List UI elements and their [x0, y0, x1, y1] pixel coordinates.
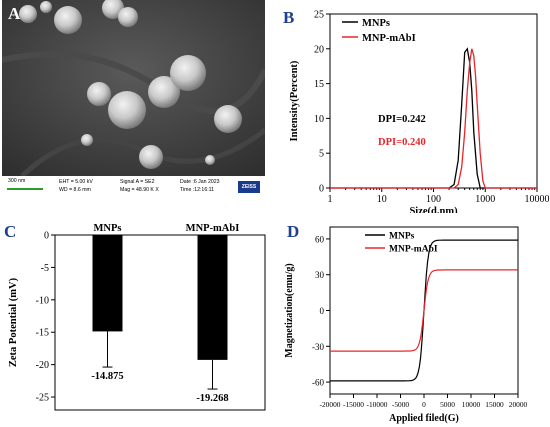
chart-magnetization: -60 -30 0 30 60 -20000 -15000 -10000 -5000 0 5000 1… — [284, 226, 528, 424]
scale-bar-label: 300 nm — [8, 178, 26, 184]
sem-info-bar: 300 nm EHT = 5.00 kV WD = 8.6 mm Signal … — [2, 176, 265, 198]
eht-value: EHT = 5.00 kV — [59, 179, 93, 185]
y-axis-label: Magnetization(emu/g) — [284, 263, 295, 357]
x-tick-label: 15000 — [485, 400, 504, 409]
chart-zeta-potential: 0 -5 -10 -15 -20 -25 Zeta Potential (mV) MNPs -1… — [8, 223, 266, 411]
chart-size-distribution: 0 5 10 15 20 25 1 10 100 1000 10000 Size(d.nm) Inten… — [289, 10, 550, 214]
value-label-2: -19.268 — [196, 393, 228, 404]
panel-label-d: D — [287, 222, 300, 241]
x-tick-label: 100 — [426, 194, 441, 205]
sem-image: A 300 nm EHT = 5.00 kV WD = 8.6 mm Signa… — [2, 0, 265, 198]
sem-micrograph — [2, 0, 265, 176]
dpi-annotation-2: DPI=0.240 — [378, 137, 426, 148]
y-tick-label: 5 — [319, 149, 324, 160]
x-tick-label: -15000 — [343, 400, 364, 409]
date-value: Date :6 Jan 2023 — [180, 179, 220, 185]
x-tick-label: 10 — [377, 194, 387, 205]
x-tick-label: 1 — [328, 194, 333, 205]
x-tick-label: 1000 — [475, 194, 495, 205]
legend-label-2: MNP-mAbI — [389, 245, 438, 255]
x-tick-label: 5000 — [440, 400, 455, 409]
y-tick-label: 0 — [44, 231, 49, 242]
category-label-2: MNP-mAbI — [186, 223, 240, 234]
x-axis-label: Applied filed(G) — [389, 413, 459, 424]
y-tick-label: -5 — [41, 263, 49, 274]
plot-frame — [54, 234, 266, 411]
x-tick-label: -5000 — [392, 400, 410, 409]
y-tick-label: -30 — [312, 342, 324, 352]
panel-label-b: B — [283, 8, 295, 27]
y-axis-label: Intensity(Percent) — [289, 60, 300, 141]
y-tick-label: 20 — [314, 44, 324, 55]
y-tick-label: -10 — [36, 295, 49, 306]
y-tick-label: -60 — [312, 378, 324, 388]
y-tick-label: -20 — [36, 360, 49, 371]
x-tick-label: 0 — [422, 400, 426, 409]
legend-label-2: MNP-mAbI — [362, 33, 416, 44]
series-line-2 — [330, 269, 518, 352]
legend-label-1: MNPs — [389, 232, 415, 242]
dpi-annotation-1: DPI=0.242 — [378, 114, 426, 125]
scale-bar — [7, 188, 43, 190]
category-label-1: MNPs — [94, 223, 122, 234]
y-tick-label: 60 — [315, 234, 325, 244]
legend-label-1: MNPs — [362, 18, 390, 29]
y-tick-label: -15 — [36, 328, 49, 339]
value-label-1: -14.875 — [91, 371, 123, 382]
y-tick-label: -25 — [36, 393, 49, 404]
x-tick-label: 20000 — [509, 400, 528, 409]
signal-value: Signal A = SE2 — [120, 179, 155, 185]
bar-1 — [92, 235, 123, 332]
y-tick-label: 30 — [315, 270, 325, 280]
series-line-1 — [330, 47, 537, 189]
x-axis-label: Size(d.nm) — [409, 206, 458, 213]
x-tick-label: 10000 — [462, 400, 481, 409]
y-tick-label: 15 — [314, 79, 324, 90]
x-tick-label: -20000 — [320, 400, 341, 409]
x-tick-label: 10000 — [525, 194, 550, 205]
time-value: Time :12:16:11 — [180, 187, 215, 193]
zeiss-logo: ZEISS — [238, 181, 260, 193]
panel-label-a: A — [8, 4, 21, 23]
wd-value: WD = 8.6 mm — [59, 187, 91, 193]
mag-value: Mag = 48.90 K X — [120, 187, 159, 193]
y-tick-label: 0 — [320, 306, 325, 316]
series-line-2 — [330, 48, 537, 189]
bar-2 — [197, 235, 228, 360]
panel-label-c: C — [4, 222, 17, 241]
y-tick-label: 25 — [314, 10, 324, 21]
y-axis-label: Zeta Potential (mV) — [8, 277, 19, 367]
x-tick-label: -10000 — [367, 400, 388, 409]
y-tick-label: 0 — [319, 184, 324, 195]
y-tick-label: 10 — [314, 114, 324, 125]
